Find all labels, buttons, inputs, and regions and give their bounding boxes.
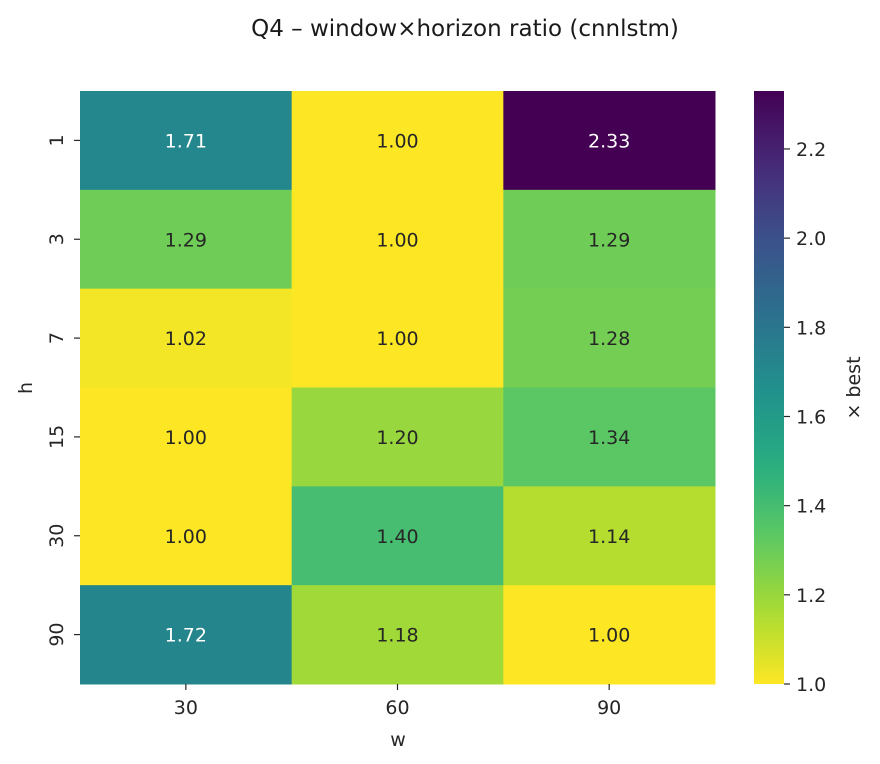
cell-value-label: 1.00	[165, 526, 207, 548]
y-tick-label: 3	[46, 233, 68, 245]
cell-value-label: 1.29	[165, 229, 207, 251]
cell-value-label: 1.14	[588, 526, 630, 548]
colorbar-tick-label: 1.2	[796, 585, 826, 607]
colorbar-tick-label: 1.6	[796, 406, 826, 428]
y-tick-label: 1	[46, 134, 68, 146]
cell-value-label: 1.02	[165, 328, 207, 350]
colorbar-tick-label: 1.8	[796, 317, 826, 339]
colorbar-tick-label: 2.0	[796, 228, 826, 250]
x-tick-label: 30	[174, 697, 198, 719]
cell-value-label: 1.00	[376, 328, 418, 350]
x-axis-label: w	[390, 729, 406, 751]
cell-value-label: 1.34	[588, 427, 630, 449]
colorbar: 1.0 1.2 1.4 1.6 1.8 2.0 2.2	[754, 91, 826, 696]
colorbar-tick-label: 1.4	[796, 496, 826, 518]
y-tick-label: 15	[46, 425, 68, 449]
chart-title: Q4 – window×horizon ratio (cnnlstm)	[251, 16, 679, 42]
y-axis-ticks: 1 3 7 15 30 90	[46, 134, 80, 646]
x-tick-label: 90	[597, 697, 621, 719]
x-tick-label: 60	[385, 697, 409, 719]
y-tick-label: 90	[46, 622, 68, 646]
colorbar-tick-label: 1.0	[796, 674, 826, 696]
cell-value-label: 1.28	[588, 328, 630, 350]
heatmap-cells: 1.71 1.00 2.33 1.29 1.00 1.29 1.02 1.00 1.28 1.00…	[80, 91, 716, 685]
cell-value-label: 1.40	[376, 526, 418, 548]
cell-value-label: 1.29	[588, 229, 630, 251]
cell-value-label: 1.00	[165, 427, 207, 449]
cell-value-label: 1.00	[376, 229, 418, 251]
cell-value-label: 1.00	[588, 625, 630, 647]
cell-value-label: 1.00	[376, 130, 418, 152]
cell-value-label: 2.33	[588, 130, 630, 152]
cell-value-label: 1.20	[376, 427, 418, 449]
y-axis-label: h	[15, 382, 37, 394]
colorbar-label: × best	[843, 356, 865, 419]
colorbar-ramp	[754, 91, 784, 684]
cell-value-label: 1.72	[165, 625, 207, 647]
cell-value-label: 1.18	[376, 625, 418, 647]
x-axis-ticks: 30 60 90	[174, 684, 622, 719]
colorbar-tick-label: 2.2	[796, 139, 826, 161]
y-tick-label: 30	[46, 524, 68, 548]
y-tick-label: 7	[46, 332, 68, 344]
cell-value-label: 1.71	[165, 130, 207, 152]
